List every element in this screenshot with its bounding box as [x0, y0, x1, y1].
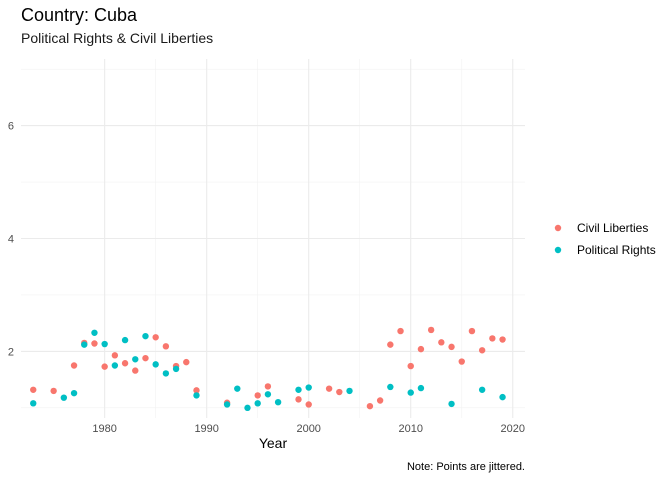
- point-civil-liberties: [468, 327, 476, 335]
- legend-label-civil-liberties: Civil Liberties: [577, 221, 648, 235]
- legend: Civil Liberties Political Rights: [554, 221, 656, 257]
- point-civil-liberties: [295, 396, 302, 403]
- point-civil-liberties: [193, 387, 200, 394]
- chart-caption: Note: Points are jittered.: [407, 461, 525, 473]
- point-political-rights: [254, 400, 261, 407]
- point-political-rights: [81, 341, 88, 348]
- point-civil-liberties: [101, 363, 108, 370]
- point-political-rights: [101, 340, 108, 348]
- point-political-rights: [223, 401, 231, 408]
- point-civil-liberties: [111, 352, 119, 359]
- point-civil-liberties: [427, 326, 435, 334]
- point-civil-liberties: [458, 358, 465, 365]
- point-civil-liberties: [152, 334, 159, 341]
- point-civil-liberties: [387, 341, 394, 348]
- point-political-rights: [478, 386, 486, 393]
- point-civil-liberties: [142, 354, 149, 362]
- point-political-rights: [295, 386, 302, 393]
- point-political-rights: [193, 392, 200, 399]
- grid-lines: [21, 59, 525, 418]
- point-political-rights: [91, 329, 98, 336]
- point-civil-liberties: [132, 367, 139, 374]
- x-tick-label: 2020: [501, 423, 525, 435]
- point-political-rights: [60, 394, 68, 401]
- point-political-rights: [121, 336, 129, 344]
- x-axis-label: Year: [259, 435, 288, 451]
- point-civil-liberties: [438, 339, 445, 346]
- point-civil-liberties: [397, 327, 404, 335]
- x-tick-label: 1980: [92, 423, 116, 435]
- point-civil-liberties: [183, 358, 190, 366]
- y-tick-label: 2: [8, 346, 14, 358]
- point-political-rights: [152, 361, 159, 368]
- point-civil-liberties: [162, 343, 170, 350]
- legend-key-civil-liberties: [554, 224, 562, 232]
- point-civil-liberties: [91, 340, 98, 347]
- point-political-rights: [417, 384, 425, 392]
- point-civil-liberties: [325, 385, 333, 392]
- point-civil-liberties: [489, 335, 496, 342]
- point-political-rights: [111, 362, 119, 369]
- y-axis-ticks: 2 4 6: [8, 121, 14, 359]
- point-civil-liberties: [50, 387, 57, 395]
- x-tick-label: 1990: [194, 423, 218, 435]
- point-civil-liberties: [305, 401, 312, 408]
- point-civil-liberties: [30, 386, 37, 393]
- point-political-rights: [346, 387, 353, 395]
- y-tick-label: 4: [8, 234, 14, 246]
- point-political-rights: [387, 383, 394, 391]
- x-tick-label: 2010: [398, 423, 422, 435]
- point-civil-liberties: [254, 392, 261, 399]
- point-civil-liberties: [366, 402, 374, 410]
- point-political-rights: [264, 391, 272, 398]
- legend-label-political-rights: Political Rights: [577, 243, 656, 257]
- point-political-rights: [234, 385, 241, 392]
- point-political-rights: [172, 365, 180, 373]
- y-tick-label: 6: [8, 121, 14, 133]
- point-civil-liberties: [121, 360, 129, 367]
- point-political-rights: [70, 389, 78, 397]
- point-civil-liberties: [70, 362, 78, 369]
- point-political-rights: [407, 389, 414, 396]
- legend-key-political-rights: [554, 246, 562, 254]
- point-civil-liberties: [499, 336, 506, 343]
- chart-title: Country: Cuba: [21, 5, 138, 25]
- point-political-rights: [448, 400, 455, 408]
- point-political-rights: [244, 404, 251, 412]
- point-political-rights: [132, 356, 139, 363]
- point-political-rights: [305, 384, 312, 391]
- data-points: [30, 326, 506, 412]
- point-political-rights: [142, 332, 149, 340]
- point-political-rights: [162, 370, 170, 377]
- x-tick-label: 2000: [296, 423, 320, 435]
- point-civil-liberties: [448, 343, 455, 351]
- point-civil-liberties: [478, 347, 486, 354]
- point-civil-liberties: [336, 388, 343, 396]
- point-civil-liberties: [417, 345, 425, 353]
- chart-subtitle: Political Rights & Civil Liberties: [21, 30, 213, 46]
- point-political-rights: [274, 398, 282, 406]
- point-political-rights: [30, 400, 37, 407]
- point-civil-liberties: [264, 383, 272, 390]
- x-axis-ticks: 1980 1990 2000 2010 2020: [92, 423, 525, 435]
- point-political-rights: [499, 393, 506, 401]
- point-civil-liberties: [376, 397, 384, 404]
- point-civil-liberties: [407, 362, 414, 370]
